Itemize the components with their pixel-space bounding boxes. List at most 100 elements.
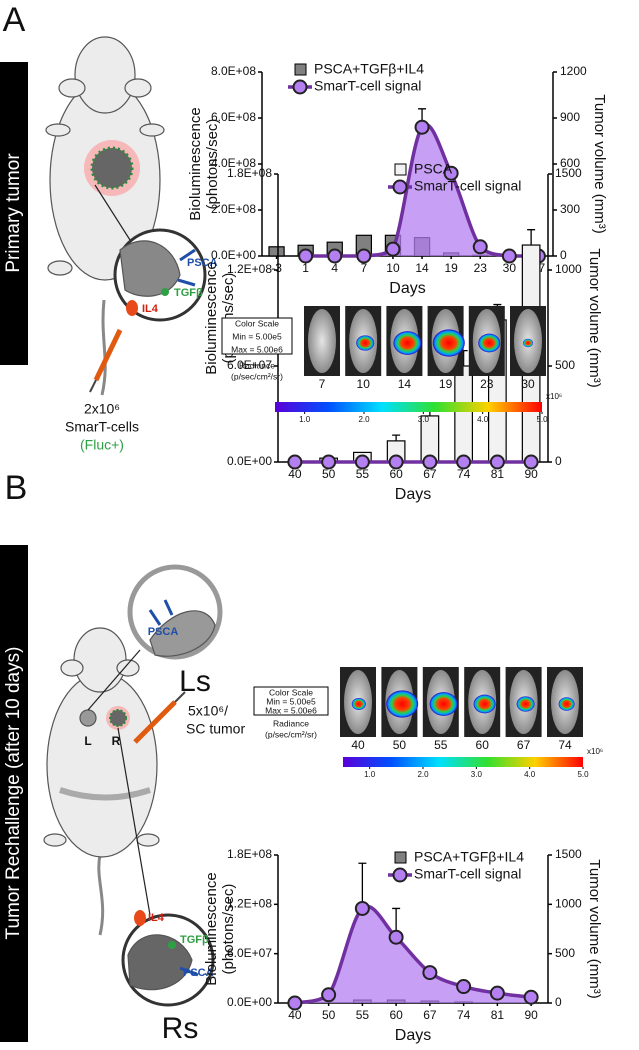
y2-axis-title: Tumor volume (mm³): [586, 859, 603, 998]
colorbar-tick-label: 4.0: [524, 770, 536, 779]
legend-swatch: [394, 851, 407, 864]
x-tick-label: 60: [389, 1008, 403, 1022]
y-tick-label: 2.0E+08: [211, 202, 256, 216]
colorbar: [343, 757, 583, 767]
legend-label: SmarT-cell signal: [414, 866, 521, 882]
signal-blob: [516, 696, 535, 712]
point: [456, 979, 472, 995]
signal-blob: [386, 690, 419, 718]
image-day: 40: [351, 738, 365, 752]
radiance-label: Radiance: [273, 718, 309, 728]
y-axis-title: Bioluminescence: [187, 107, 204, 220]
side-bar: [0, 545, 28, 1042]
y-tick-label: 6.0E+07: [227, 358, 272, 372]
x-tick-label: 90: [524, 467, 538, 481]
point: [327, 248, 343, 264]
color-scale-box: [253, 686, 329, 716]
x-tick-label: 7: [361, 261, 368, 275]
x-tick-label: 40: [288, 1008, 302, 1022]
y2-tick-label: 300: [560, 202, 580, 216]
point: [354, 900, 370, 916]
y2-tick-label: 600: [560, 156, 580, 170]
x-tick-label: 55: [356, 467, 370, 481]
radiance-label: Radiance: [239, 360, 275, 370]
point: [422, 965, 438, 981]
inset-label: TGFβ: [180, 934, 209, 946]
colorbar: [275, 402, 542, 412]
point: [321, 454, 337, 470]
error-bar: [392, 434, 401, 441]
colorbar-tick-label: 5.0: [536, 415, 548, 424]
image-day: 50: [393, 738, 407, 752]
x-axis-title: Days: [389, 280, 425, 297]
x-tick-label: 30: [503, 261, 517, 275]
point: [354, 454, 370, 470]
image-day: 60: [476, 738, 490, 752]
injection-text: SC tumor: [186, 721, 245, 737]
y-tick-label: 1.2E+08: [227, 897, 272, 911]
injection-text: 5x10⁶/: [188, 703, 228, 719]
point: [456, 454, 472, 470]
mouse-illustration: [45, 36, 207, 396]
point: [501, 248, 517, 264]
y2-tick-label: 500: [555, 358, 575, 372]
point: [472, 239, 488, 255]
legend-swatch: [392, 867, 408, 883]
y2-tick-label: 500: [555, 946, 575, 960]
y2-tick-label: 900: [560, 110, 580, 124]
inset-title: Rs: [162, 1012, 199, 1045]
radiance-label: (p/sec/cm²/sr): [265, 729, 317, 739]
x-tick-label: 74: [457, 467, 471, 481]
y-tick-label: 6.0E+07: [227, 946, 272, 960]
inset-label: PSCA: [187, 257, 218, 269]
image-day: 10: [357, 377, 371, 391]
x-axis-title: Days: [395, 486, 431, 503]
y2-axis-title: Tumor volume (mm³): [586, 248, 603, 387]
point: [489, 454, 505, 470]
colorbar-tick-label: 1.0: [364, 770, 376, 779]
image-day: 74: [558, 738, 572, 752]
panel-label: A: [3, 1, 26, 39]
image-day: 23: [480, 377, 494, 391]
point: [356, 248, 372, 264]
legend-label: SmarT-cell signal: [414, 178, 521, 194]
error-bar: [358, 862, 367, 909]
x-tick-label: 50: [322, 1008, 336, 1022]
colorbar-tick-label: 3.0: [471, 770, 483, 779]
color-scale-text: Color Scale: [269, 687, 313, 697]
x-tick-label: 55: [356, 1008, 370, 1022]
point: [385, 241, 401, 257]
x-tick-label: 10: [386, 261, 400, 275]
side-bar: [0, 62, 28, 365]
image-day: 7: [319, 377, 326, 391]
y-tick-label: 0.0E+00: [211, 248, 256, 262]
y-tick-label: 6.0E+08: [211, 110, 256, 124]
y2-tick-label: 1500: [555, 166, 582, 180]
signal-blob: [356, 335, 375, 351]
legend-label: PSCA+TGFβ+IL4: [414, 849, 524, 865]
error-bar: [527, 229, 536, 246]
x-tick-label: 74: [457, 1008, 471, 1022]
color-scale-text: Min = 5.00e5: [232, 331, 282, 341]
x-tick-label: 1: [302, 261, 309, 275]
area: [294, 906, 532, 1003]
inset-label: IL4: [148, 912, 165, 924]
x-tick-label: 90: [524, 1008, 538, 1022]
inset-label: TGFβ: [174, 287, 203, 299]
point: [489, 985, 505, 1001]
legend-label: PSCA+TGFβ+IL4: [314, 61, 424, 77]
signal-blob: [478, 333, 501, 353]
legend-label: SmarT-cell signal: [314, 78, 421, 94]
inset-title: Ls: [179, 665, 211, 698]
x-tick-label: 60: [389, 467, 403, 481]
legend-label: PSCA: [414, 161, 453, 177]
colorbar-unit: x10⁶: [546, 392, 562, 401]
y2-tick-label: 1200: [560, 64, 587, 78]
bar: [454, 365, 474, 463]
x-tick-label: 81: [491, 467, 505, 481]
mouse-image: [308, 309, 336, 373]
image-day: 19: [439, 377, 453, 391]
x-tick-label: 81: [491, 1008, 505, 1022]
color-scale-text: Max = 5.00e6: [231, 344, 283, 354]
